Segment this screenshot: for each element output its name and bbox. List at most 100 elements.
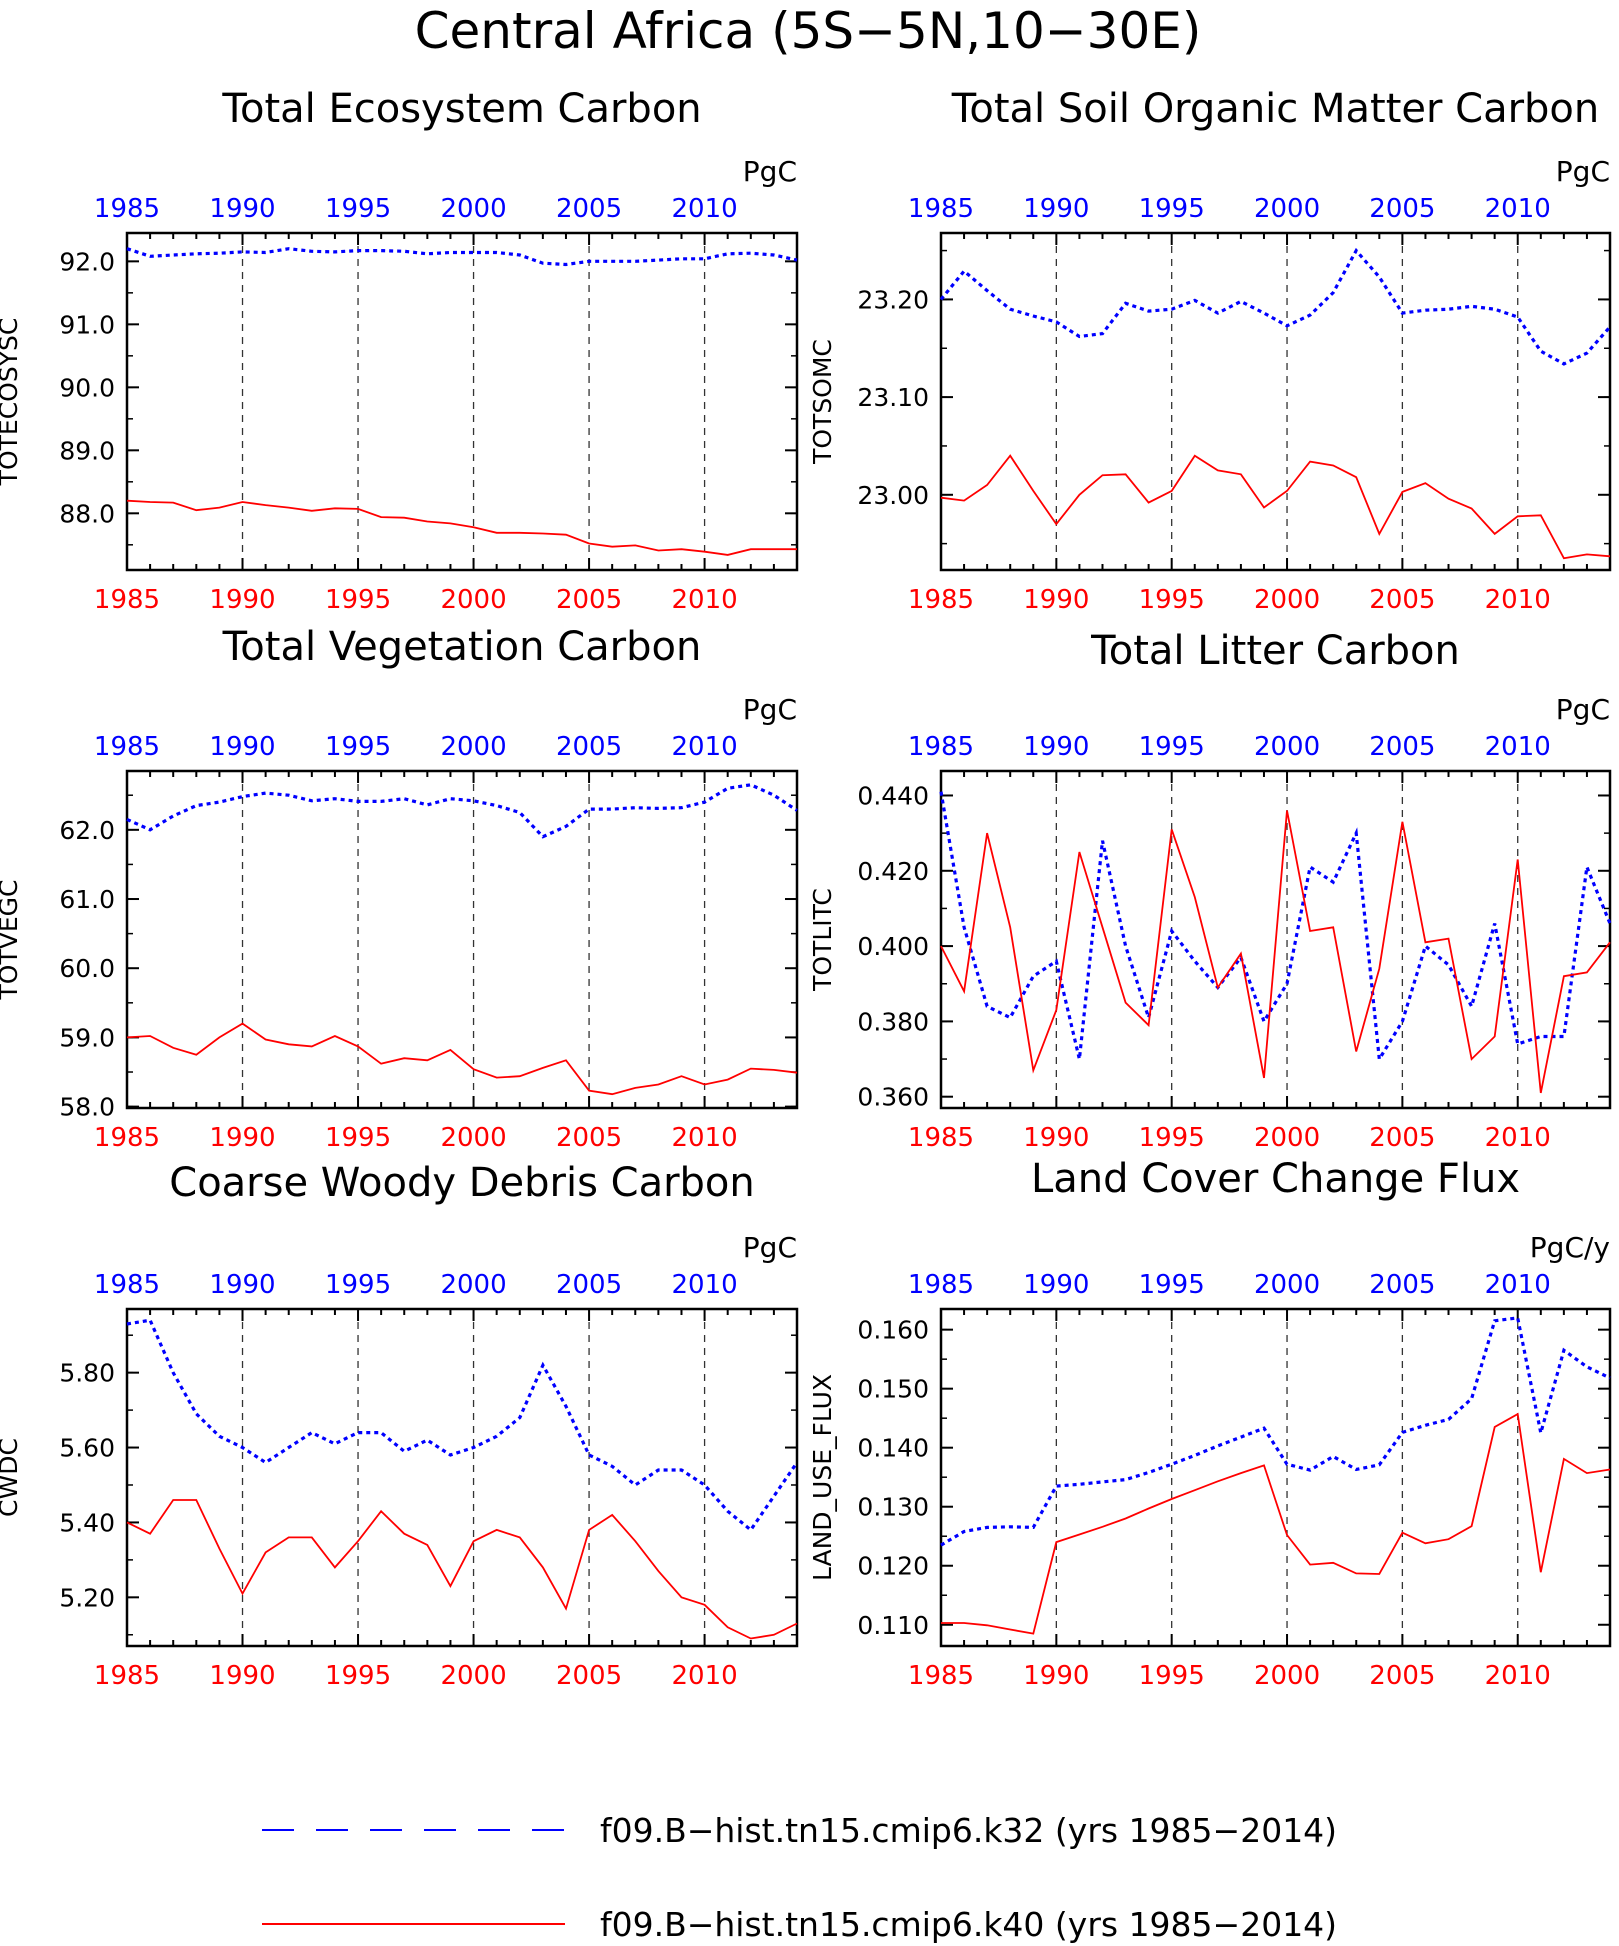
series-line-k32 <box>126 783 798 839</box>
x-tick-label-top: 2010 <box>1485 194 1551 224</box>
x-tick-label-bottom: 1995 <box>325 1123 391 1153</box>
series-line-k32 <box>939 247 1612 366</box>
y-tick-label: 5.60 <box>59 1434 115 1463</box>
x-tick-label-bottom: 1985 <box>94 1123 160 1153</box>
x-tick-label-top: 2005 <box>1369 732 1435 762</box>
x-tick-label-bottom: 2000 <box>440 1123 506 1153</box>
x-tick-label-bottom: 1990 <box>209 585 275 615</box>
x-tick-label-top: 1990 <box>209 732 275 762</box>
units-label: PgC <box>743 1231 797 1264</box>
panel-title: Land Cover Change Flux <box>1031 1156 1520 1202</box>
y-axis-label: CWDC <box>0 1438 23 1517</box>
x-tick-label-bottom: 1995 <box>325 585 391 615</box>
panel-title: Total Soil Organic Matter Carbon <box>951 86 1600 132</box>
y-tick-label: 0.420 <box>857 857 929 886</box>
x-tick-label-top: 2010 <box>1485 732 1551 762</box>
series-line-k32 <box>126 247 798 267</box>
y-tick-label: 88.0 <box>59 499 115 528</box>
x-tick-label-top: 1985 <box>94 732 160 762</box>
y-tick-label: 58.0 <box>59 1093 115 1122</box>
y-tick-label: 89.0 <box>59 436 115 465</box>
x-tick-label-top: 2010 <box>672 1270 738 1300</box>
x-tick-label-bottom: 2005 <box>1369 585 1435 615</box>
panel-totlitc: Total Litter Carbon PgC 1985 1985 1990 1990 19… <box>808 628 1612 1153</box>
y-tick-label: 0.110 <box>857 1611 929 1640</box>
x-tick-label-bottom: 1990 <box>209 1123 275 1153</box>
x-tick-label-bottom: 2000 <box>1254 1123 1320 1153</box>
x-tick-label-top: 1985 <box>94 194 160 224</box>
x-tick-label-bottom: 2010 <box>1485 1661 1551 1691</box>
plot-frame <box>125 231 799 572</box>
x-tick-label-bottom: 1985 <box>908 585 974 615</box>
plot-frame <box>939 231 1612 572</box>
x-tick-label-top: 2005 <box>1369 194 1435 224</box>
x-tick-label-top: 1990 <box>1023 732 1089 762</box>
x-tick-label-top: 1995 <box>1139 1270 1205 1300</box>
panel-totvegc: Total Vegetation Carbon PgC 1985 1985 1990 19… <box>0 624 799 1153</box>
x-tick-label-top: 1990 <box>209 1270 275 1300</box>
x-tick-label-bottom: 1990 <box>1023 1123 1089 1153</box>
x-tick-label-bottom: 2005 <box>556 1661 622 1691</box>
x-tick-label-bottom: 1995 <box>1139 585 1205 615</box>
x-tick-label-top: 2000 <box>1254 194 1320 224</box>
y-tick-label: 0.360 <box>857 1083 929 1112</box>
y-tick-label: 92.0 <box>59 247 115 276</box>
panel-totsomc: Total Soil Organic Matter Carbon PgC 1985 1… <box>808 86 1612 615</box>
series-line-k32 <box>126 1318 799 1533</box>
y-tick-label: 0.120 <box>857 1552 929 1581</box>
series-line-k40 <box>126 499 797 556</box>
units-label: PgC/y <box>1530 1231 1610 1264</box>
x-tick-label-top: 2010 <box>672 194 738 224</box>
units-label: PgC <box>743 693 797 726</box>
legend-label-k32: f09.B−hist.tn15.cmip6.k32 (yrs 1985−2014… <box>600 1811 1337 1850</box>
y-tick-label: 0.380 <box>857 1007 929 1036</box>
x-tick-label-bottom: 2000 <box>1254 585 1320 615</box>
plot-frame <box>939 1307 1612 1648</box>
y-tick-label: 5.80 <box>59 1359 115 1388</box>
x-tick-label-top: 2005 <box>556 732 622 762</box>
units-label: PgC <box>743 155 797 188</box>
series-line-k40 <box>941 1412 1611 1635</box>
x-tick-label-top: 1990 <box>209 194 275 224</box>
y-tick-label: 0.440 <box>857 781 929 810</box>
y-tick-label: 90.0 <box>59 373 115 402</box>
panel-title: Total Litter Carbon <box>1090 628 1460 674</box>
plot-frame <box>125 769 799 1110</box>
panel-title: Coarse Woody Debris Carbon <box>169 1160 754 1206</box>
x-tick-label-bottom: 1990 <box>1023 585 1089 615</box>
x-tick-label-bottom: 2010 <box>1485 1123 1551 1153</box>
series-line-k32 <box>939 791 1612 1064</box>
x-tick-label-top: 1985 <box>908 194 974 224</box>
x-tick-label-bottom: 2000 <box>440 1661 506 1691</box>
x-tick-label-top: 1985 <box>908 1270 974 1300</box>
legend-label-k40: f09.B−hist.tn15.cmip6.k40 (yrs 1985−2014… <box>600 1905 1337 1944</box>
x-tick-label-top: 1995 <box>325 194 391 224</box>
x-tick-label-bottom: 2005 <box>556 585 622 615</box>
y-tick-label: 91.0 <box>59 310 115 339</box>
y-tick-label: 60.0 <box>59 954 115 983</box>
x-tick-label-bottom: 1995 <box>1139 1661 1205 1691</box>
y-tick-label: 23.00 <box>857 481 929 510</box>
y-tick-label: 0.400 <box>857 932 929 961</box>
y-tick-label: 0.130 <box>857 1493 929 1522</box>
x-tick-label-bottom: 2005 <box>1369 1123 1435 1153</box>
y-axis-label: TOTVEGC <box>0 880 23 1001</box>
x-tick-label-top: 2005 <box>556 1270 622 1300</box>
legend: f09.B−hist.tn15.cmip6.k32 (yrs 1985−2014… <box>262 1811 1337 1944</box>
x-tick-label-top: 1990 <box>1023 194 1089 224</box>
x-tick-label-top: 1990 <box>1023 1270 1089 1300</box>
x-tick-label-top: 2010 <box>1485 1270 1551 1300</box>
x-tick-label-bottom: 1995 <box>1139 1123 1205 1153</box>
panel-land-use-flux: Land Cover Change Flux PgC/y 1985 1985 1990 1… <box>808 1156 1612 1691</box>
y-tick-label: 0.140 <box>857 1434 929 1463</box>
panel-title: Total Vegetation Carbon <box>222 624 702 670</box>
x-tick-label-bottom: 1995 <box>325 1661 391 1691</box>
x-tick-label-top: 2005 <box>556 194 622 224</box>
series-line-k40 <box>940 454 1611 560</box>
x-tick-label-top: 2005 <box>1369 1270 1435 1300</box>
units-label: PgC <box>1556 155 1610 188</box>
x-tick-label-bottom: 2010 <box>672 1123 738 1153</box>
panels: Total Ecosystem Carbon PgC 1985 1985 1990 199… <box>0 86 1612 1691</box>
series-line-k40 <box>126 1499 798 1640</box>
